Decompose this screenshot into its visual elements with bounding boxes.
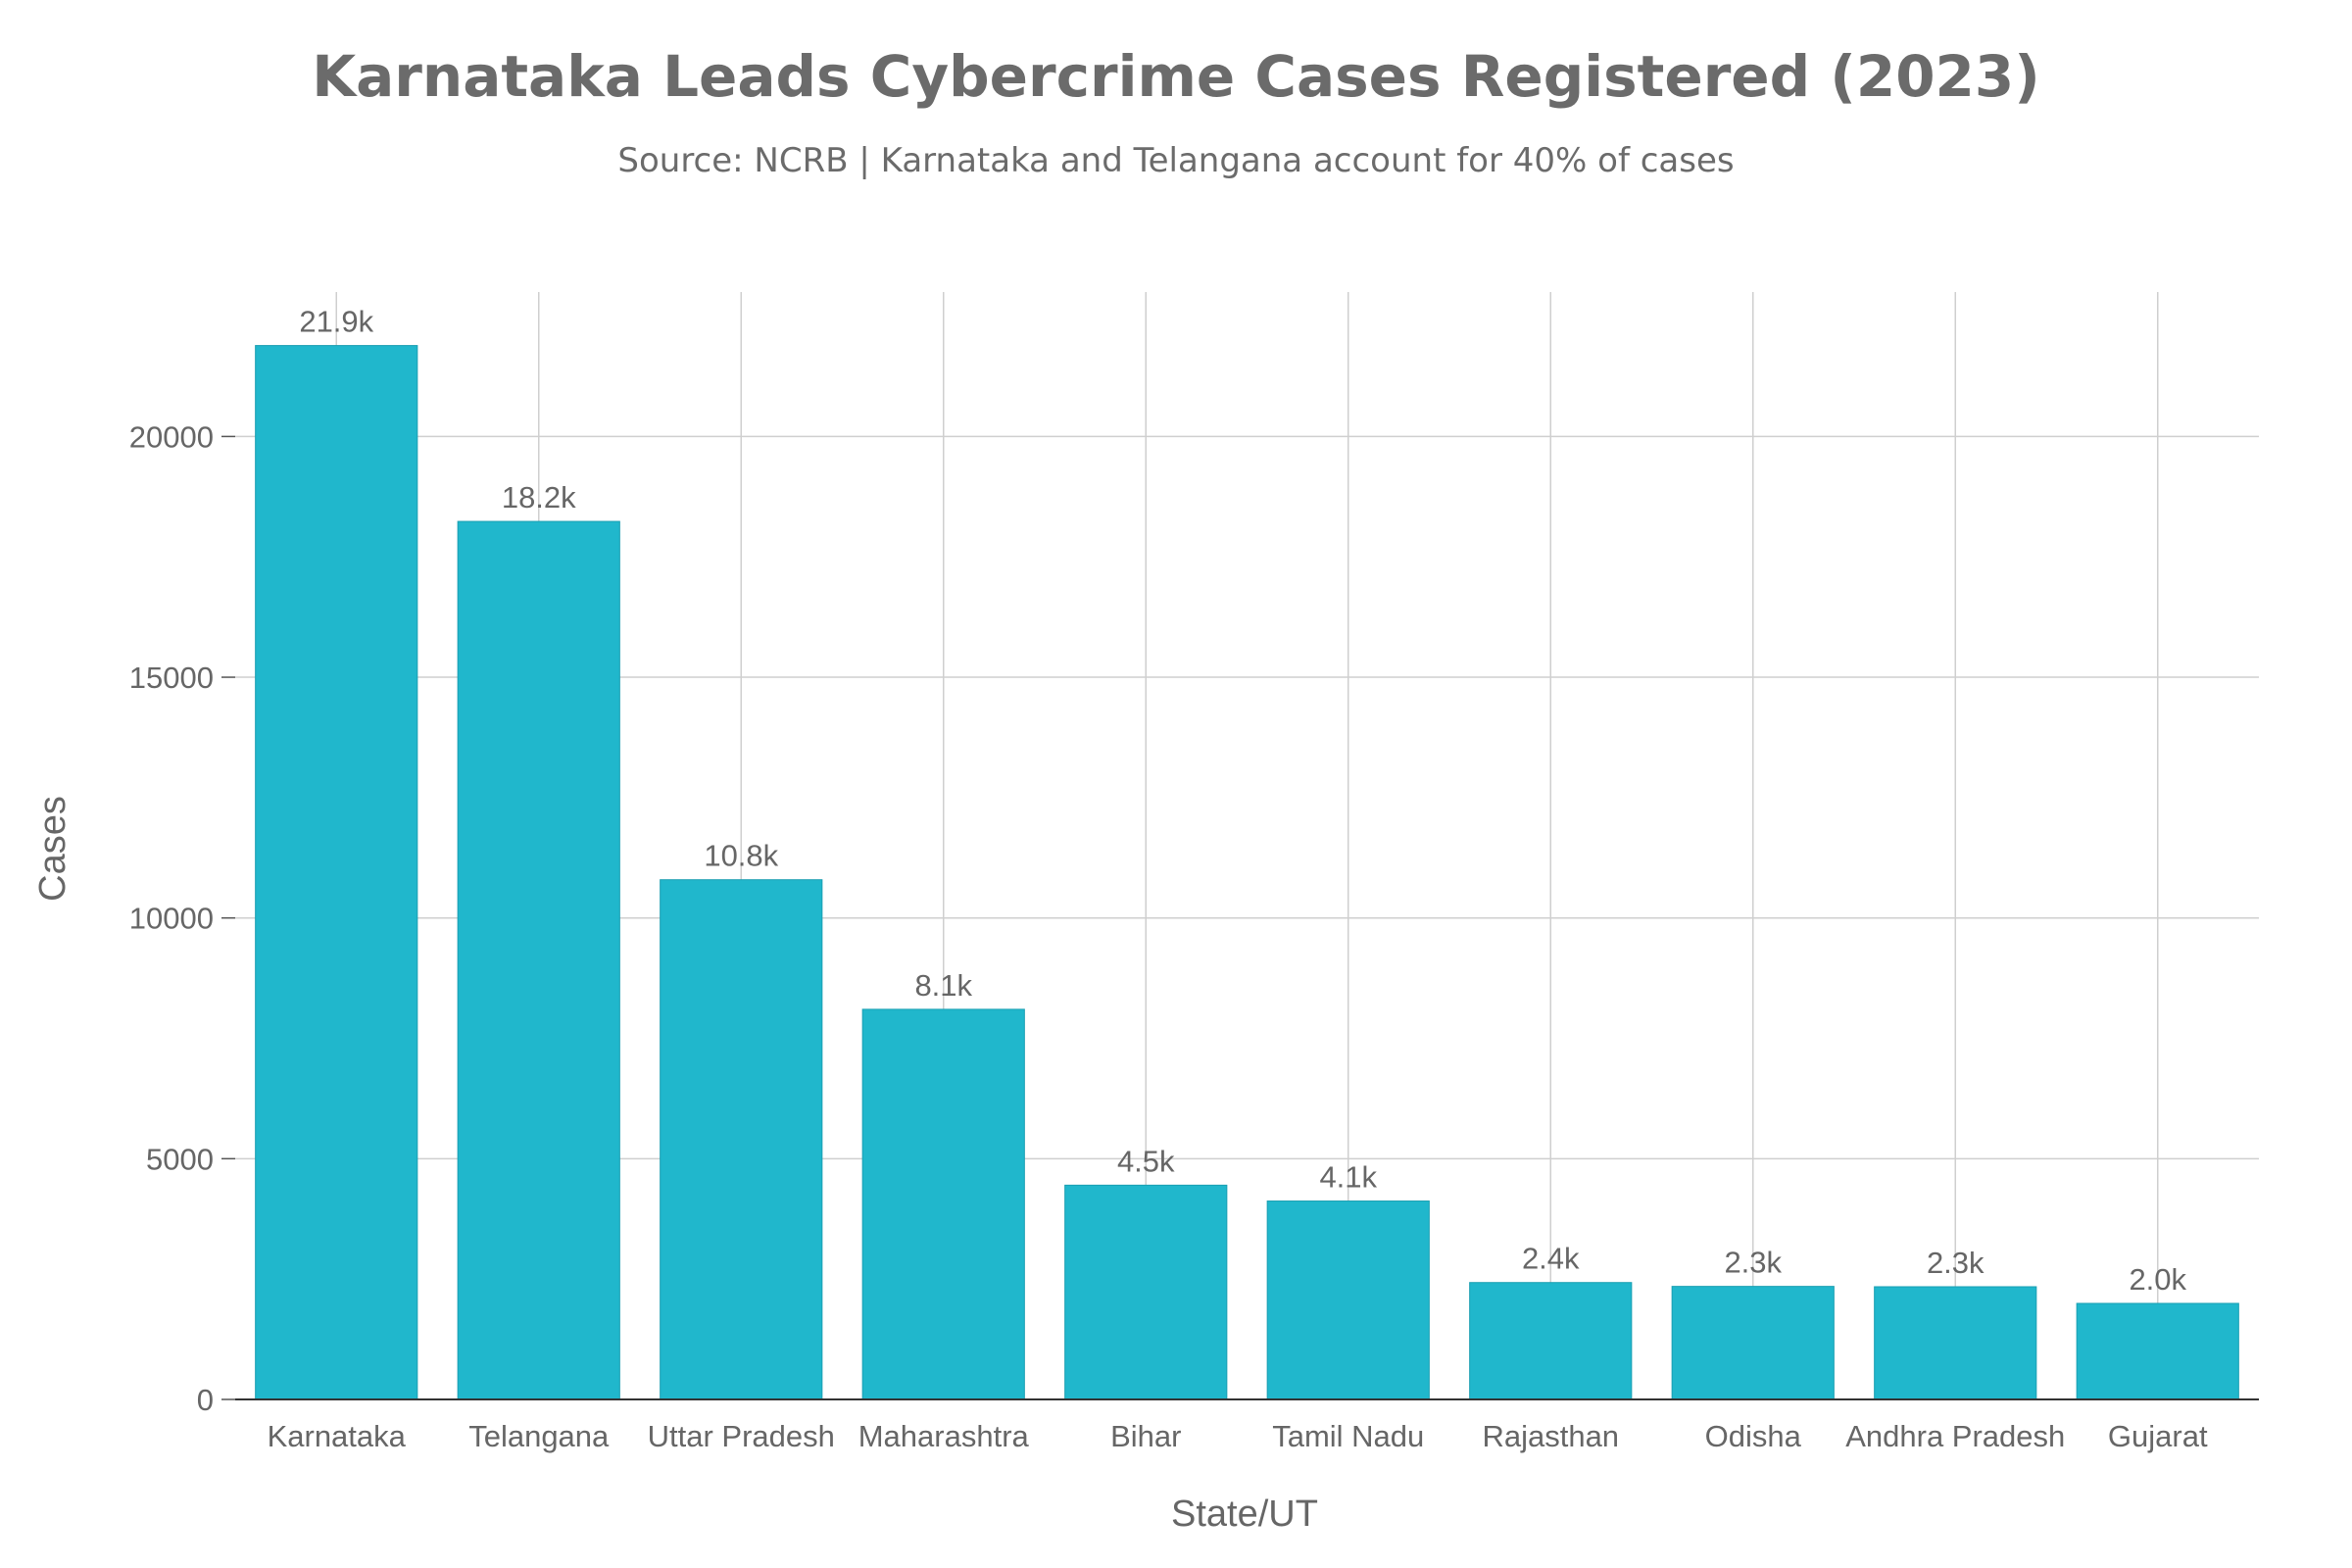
chart-title: Karnataka Leads Cybercrime Cases Registe… (312, 43, 2040, 110)
x-tick-label: Uttar Pradesh (648, 1419, 835, 1453)
bar (1469, 1282, 1633, 1400)
bar (861, 1008, 1025, 1400)
data-label: 2.4k (1522, 1242, 1580, 1276)
data-label: 4.1k (1319, 1160, 1377, 1195)
labels: 0 5000 10000 15000 20000 21.9k Karnataka 18.2k T… (129, 305, 2208, 1453)
data-label: 4.5k (1117, 1144, 1175, 1178)
bar (660, 879, 823, 1400)
data-label: 2.3k (1927, 1246, 1984, 1280)
data-label: 10.8k (704, 839, 778, 873)
data-label: 21.9k (299, 305, 373, 339)
bar (1874, 1286, 2037, 1400)
x-tick-label: Tamil Nadu (1272, 1419, 1424, 1453)
bar (2076, 1302, 2239, 1400)
data-label: 2.0k (2129, 1262, 2186, 1297)
x-tick-label: Telangana (468, 1419, 610, 1453)
x-tick-label: Gujarat (2108, 1419, 2208, 1453)
x-tick-label: Andhra Pradesh (1845, 1419, 2065, 1453)
x-tick-label: Bihar (1110, 1419, 1181, 1453)
y-tick-label: 10000 (129, 902, 214, 936)
bar (255, 345, 418, 1400)
data-label: 18.2k (502, 480, 576, 514)
x-tick-label: Maharashtra (858, 1419, 1030, 1453)
bar (1671, 1286, 1835, 1400)
chart-subtitle: Source: NCRB | Karnataka and Telangana a… (617, 141, 1735, 180)
y-axis-title: Cases (32, 796, 74, 902)
bars (255, 345, 2239, 1400)
x-tick-label: Odisha (1705, 1419, 1802, 1453)
axes (221, 435, 2259, 1400)
x-axis-title: State/UT (1171, 1494, 1318, 1535)
data-label: 2.3k (1724, 1246, 1782, 1280)
bar (1266, 1200, 1430, 1400)
x-tick-label: Karnataka (268, 1419, 407, 1453)
bar (457, 520, 620, 1400)
y-tick-label: 15000 (129, 661, 214, 695)
data-label: 8.1k (914, 968, 972, 1003)
y-tick-label: 20000 (129, 419, 214, 454)
y-tick-label: 5000 (146, 1142, 214, 1176)
bar (1064, 1184, 1228, 1400)
x-tick-label: Rajasthan (1482, 1419, 1619, 1453)
y-tick-label: 0 (197, 1383, 214, 1417)
